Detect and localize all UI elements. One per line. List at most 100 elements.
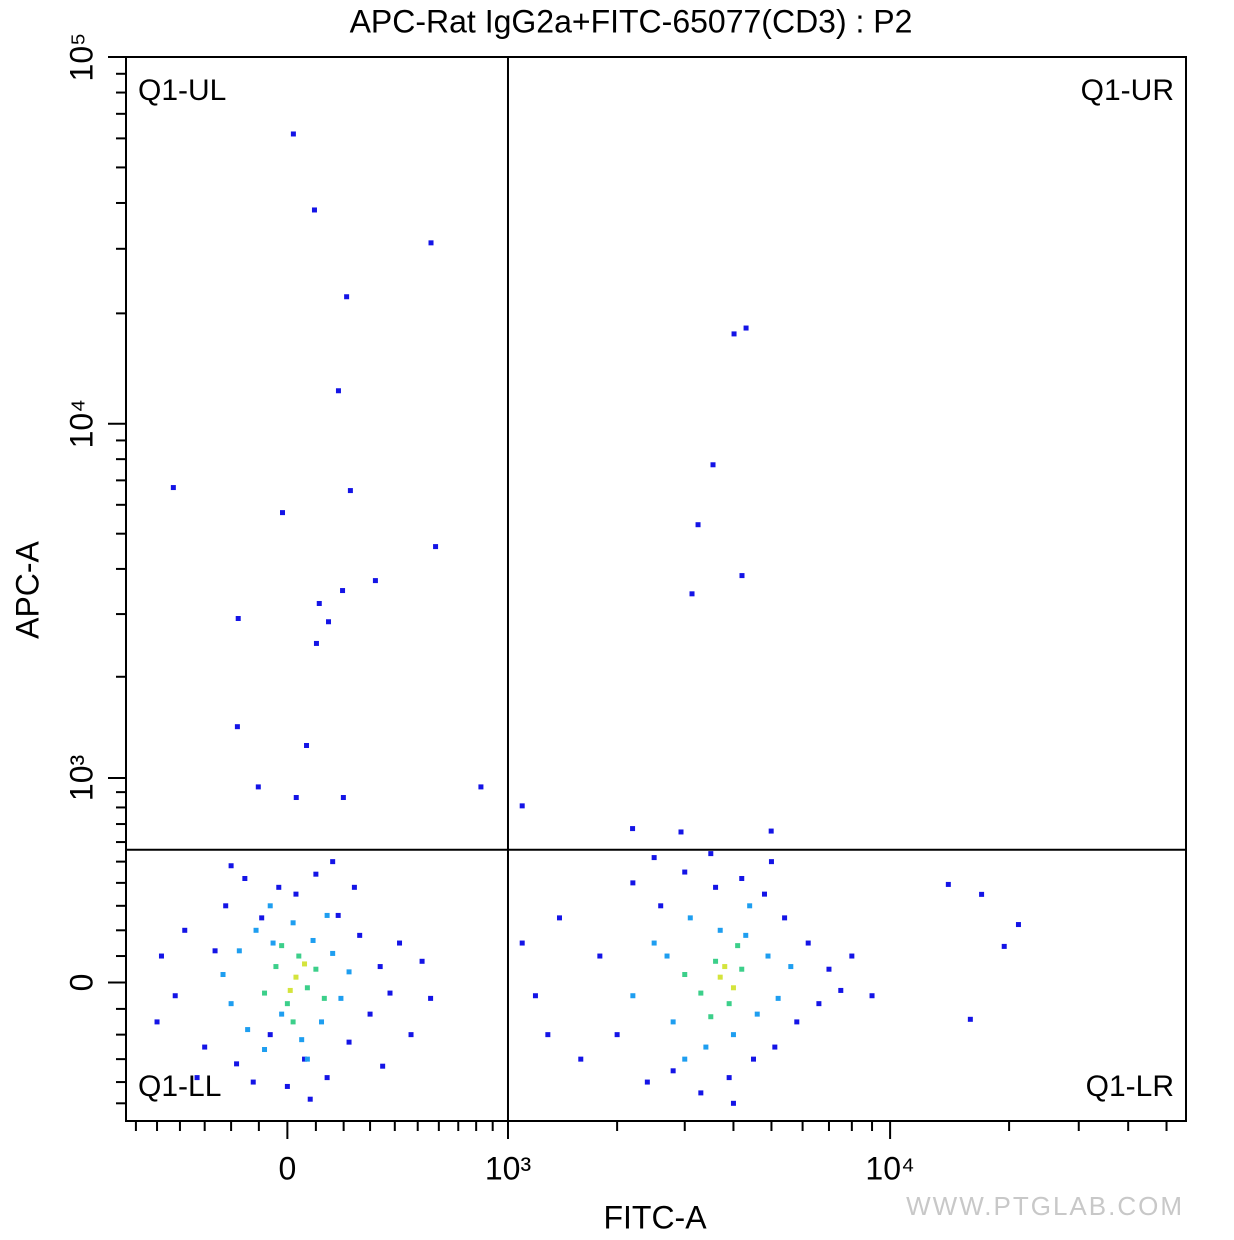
point	[158, 953, 164, 959]
point	[357, 932, 363, 938]
point	[326, 619, 332, 625]
point	[313, 966, 319, 972]
point	[722, 964, 728, 970]
point	[532, 993, 538, 999]
quadrant-label: Q1-UL	[138, 74, 226, 107]
point	[284, 1083, 290, 1089]
point	[730, 1100, 736, 1106]
point	[290, 920, 296, 926]
point	[267, 903, 273, 909]
x-tick-label: 10⁴	[865, 1150, 914, 1186]
point	[597, 953, 603, 959]
point	[651, 940, 657, 946]
point	[347, 488, 353, 494]
point	[335, 388, 341, 394]
point	[713, 884, 719, 890]
point	[182, 927, 188, 933]
quadrant-label: Q1-LL	[138, 1070, 221, 1103]
point	[768, 828, 774, 834]
point	[319, 1019, 325, 1025]
point	[726, 1001, 732, 1007]
point	[321, 995, 327, 1001]
point	[731, 331, 737, 337]
point	[346, 969, 352, 975]
point	[698, 1090, 704, 1096]
point	[687, 915, 693, 921]
point	[324, 912, 330, 918]
point	[293, 795, 299, 801]
point	[794, 1019, 800, 1025]
point	[730, 1032, 736, 1038]
point	[330, 859, 336, 865]
point	[726, 1075, 732, 1081]
point	[228, 863, 234, 869]
point	[313, 640, 319, 646]
point	[428, 240, 434, 246]
watermark: WWW.PTGLAB.COM	[906, 1191, 1184, 1221]
point	[478, 784, 484, 790]
point	[290, 1019, 296, 1025]
point	[869, 993, 875, 999]
point	[304, 985, 310, 991]
point	[664, 953, 670, 959]
point	[367, 1011, 373, 1017]
point	[377, 964, 383, 970]
point	[235, 616, 241, 622]
point	[519, 803, 525, 809]
point	[304, 1056, 310, 1062]
point	[262, 990, 268, 996]
point	[698, 990, 704, 996]
point	[658, 903, 664, 909]
point	[782, 915, 788, 921]
point	[302, 961, 308, 967]
x-tick-label: 10³	[485, 1150, 532, 1186]
point	[519, 940, 525, 946]
point	[689, 591, 695, 597]
point	[739, 875, 745, 881]
point	[380, 1063, 386, 1069]
point	[279, 943, 285, 949]
plot-frame	[125, 56, 1187, 1122]
point	[730, 985, 736, 991]
point	[578, 1056, 584, 1062]
point	[293, 891, 299, 897]
point	[223, 903, 229, 909]
point	[739, 573, 745, 579]
point	[344, 294, 350, 300]
point	[287, 987, 293, 993]
point	[302, 1056, 308, 1062]
point	[324, 1075, 330, 1081]
x-axis-label: FITC-A	[603, 1199, 707, 1235]
point	[772, 1044, 778, 1050]
point	[556, 915, 562, 921]
point	[250, 1079, 256, 1085]
point	[172, 993, 178, 999]
point	[979, 891, 985, 897]
point	[340, 795, 346, 801]
y-tick-label: 10⁵	[63, 33, 99, 82]
point	[670, 1068, 676, 1074]
point	[259, 915, 265, 921]
point	[304, 742, 310, 748]
point	[202, 1044, 208, 1050]
point	[788, 964, 794, 970]
point	[372, 578, 378, 584]
x-tick-label: 0	[278, 1150, 296, 1186]
point	[293, 974, 299, 980]
y-tick-label: 0	[63, 974, 99, 992]
point	[253, 927, 259, 933]
point	[678, 829, 684, 835]
point	[735, 943, 741, 949]
point	[255, 784, 261, 790]
point	[708, 1014, 714, 1020]
point	[245, 1027, 251, 1033]
point	[170, 485, 176, 491]
point	[717, 927, 723, 933]
point	[316, 600, 322, 606]
point	[428, 995, 434, 1001]
quadrant-label: Q1-UR	[1081, 74, 1174, 107]
point	[299, 1037, 305, 1043]
point	[682, 869, 688, 875]
chart-title: APC-Rat IgG2a+FITC-65077(CD3) : P2	[350, 3, 913, 39]
